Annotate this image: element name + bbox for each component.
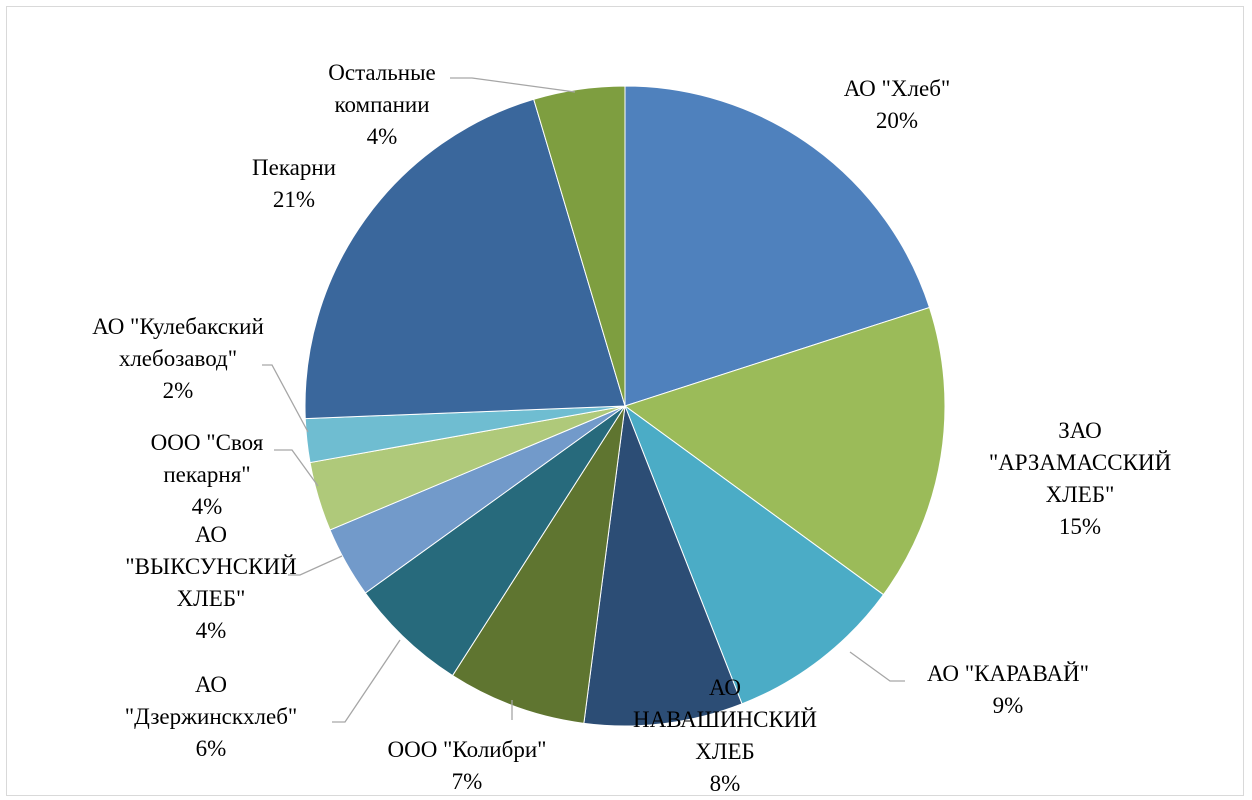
data-label-percent: 6% [196, 736, 227, 761]
leader-line [332, 639, 401, 723]
data-label: АО НАВАШИНСКИЙ ХЛЕБ 8% [633, 675, 817, 796]
data-label-name: ООО "Своя [151, 430, 264, 455]
data-label: Остальные компании 4% [328, 60, 436, 149]
data-label: АО "Хлеб" 20% [844, 76, 951, 133]
data-label: АО "КАРАВАЙ" 9% [927, 661, 1089, 718]
pie-slice [304, 98, 626, 420]
data-label: Пекарни 21% [252, 155, 336, 212]
leader-line [450, 77, 576, 93]
data-label: ЗАО "АРЗАМАССКИЙ ХЛЕБ" 15% [989, 418, 1171, 539]
data-label-percent: 9% [993, 693, 1024, 718]
data-label-percent: 15% [1059, 514, 1101, 539]
data-label-name: АО "Хлеб" [844, 76, 951, 101]
data-label-name: хлебозавод" [119, 346, 237, 371]
data-label-name: ЗАО [1058, 418, 1102, 443]
data-label-percent: 7% [452, 769, 483, 794]
data-label-name: АО "КАРАВАЙ" [927, 661, 1089, 686]
data-label: ООО "Колибри" 7% [387, 737, 546, 794]
data-label-percent: 2% [163, 378, 194, 403]
pie-slice [623, 306, 946, 596]
data-label-name: Пекарни [252, 155, 336, 180]
data-label-percent: 20% [876, 108, 918, 133]
data-label-name: ХЛЕБ [695, 739, 754, 764]
data-label-percent: 4% [367, 124, 398, 149]
pie-slice [624, 85, 931, 407]
data-label-name: АО [195, 522, 227, 547]
data-label-name: АО [195, 672, 227, 697]
data-label-name: "АРЗАМАССКИЙ [989, 450, 1171, 475]
data-label-name: "Дзержинскхлеб" [125, 704, 298, 729]
pie-slice [451, 405, 626, 724]
data-label-name: компании [334, 92, 429, 117]
leader-line [262, 364, 309, 433]
data-label-name: ХЛЕБ" [1046, 482, 1115, 507]
leader-line [849, 651, 905, 682]
leader-line [288, 555, 343, 576]
data-label-name: НАВАШИНСКИЙ [633, 707, 817, 732]
data-label: АО "ВЫКСУНСКИЙ ХЛЕБ" 4% [125, 522, 296, 643]
data-label-percent: 4% [196, 618, 227, 643]
data-label-percent: 8% [710, 771, 741, 796]
data-label-name: Остальные [328, 60, 436, 85]
pie-slice [583, 405, 743, 727]
leader-line [274, 449, 319, 487]
pie-slice [364, 405, 626, 677]
data-label: АО "Кулебакский хлебозавод" 2% [92, 314, 264, 403]
pie-slice [533, 85, 626, 407]
data-label: ООО "Своя пекарня" 4% [151, 430, 264, 519]
data-label-name: пекарня" [163, 462, 250, 487]
pie-slice [623, 404, 885, 705]
leader-lines [262, 77, 905, 723]
pie-slices [304, 85, 946, 727]
data-label-percent: 4% [192, 494, 223, 519]
data-label: АО "Дзержинскхлеб" 6% [125, 672, 298, 761]
data-label-name: АО "Кулебакский [92, 314, 264, 339]
data-label-name: ХЛЕБ" [177, 586, 246, 611]
data-label-name: АО [709, 675, 741, 700]
data-label-name: ООО "Колибри" [387, 737, 546, 762]
data-label-name: "ВЫКСУНСКИЙ [125, 554, 296, 579]
data-label-percent: 21% [273, 187, 315, 212]
data-labels: АО "Хлеб" 20% ЗАО "АРЗАМАССКИЙ ХЛЕБ" 15% АО "К… [92, 60, 1171, 796]
